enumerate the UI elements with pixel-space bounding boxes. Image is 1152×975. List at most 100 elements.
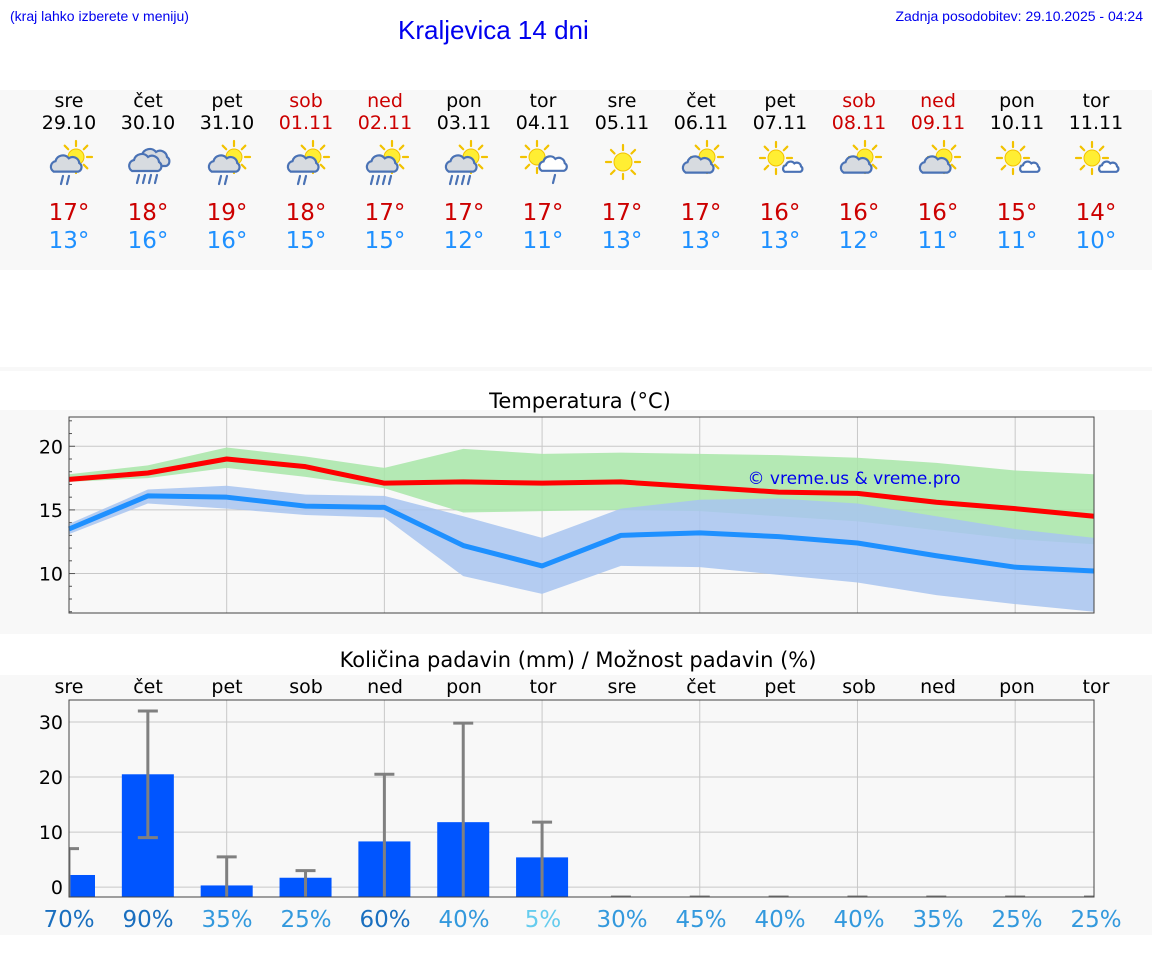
temp-max: 17° xyxy=(602,200,643,226)
day-date: 08.11 xyxy=(832,112,886,134)
temp-min: 13° xyxy=(602,228,643,254)
max-temp-line xyxy=(68,456,1095,519)
day-date: 06.11 xyxy=(674,112,728,134)
x-category-label: ned xyxy=(367,676,403,698)
chart-title: Temperatura (°C) xyxy=(488,389,671,413)
x-category-label: tor xyxy=(1083,676,1110,698)
temp-min: 16° xyxy=(128,228,169,254)
x-category-label: sre xyxy=(608,676,637,698)
y-tick-label: 20 xyxy=(39,436,63,458)
precip-probability: 45% xyxy=(675,907,726,933)
x-category-label: sob xyxy=(289,676,323,698)
temp-max: 18° xyxy=(128,200,169,226)
temp-max: 16° xyxy=(839,200,880,226)
temp-min: 12° xyxy=(839,228,880,254)
day-name: sob xyxy=(842,90,876,112)
day-name: pon xyxy=(999,90,1035,112)
temp-min: 12° xyxy=(444,228,485,254)
day-date: 04.11 xyxy=(516,112,570,134)
day-name: ned xyxy=(367,90,403,112)
y-tick-label: 10 xyxy=(39,822,63,844)
day-date: 07.11 xyxy=(753,112,807,134)
temp-min: 11° xyxy=(997,228,1038,254)
precip-probability: 25% xyxy=(991,907,1042,933)
y-tick-label: 20 xyxy=(39,767,63,789)
x-category-label: sre xyxy=(55,676,84,698)
day-name: čet xyxy=(133,90,163,112)
day-name: sob xyxy=(289,90,323,112)
sun-cloud-rain-icon xyxy=(365,139,410,186)
plot-frame xyxy=(68,416,1095,614)
day-name: pet xyxy=(764,90,795,112)
temp-max: 14° xyxy=(1076,200,1117,226)
day-date: 31.10 xyxy=(200,112,254,134)
sun-cloud-rain-icon xyxy=(444,139,489,186)
sun-cloud-icon xyxy=(839,139,883,175)
day-name: tor xyxy=(1083,90,1110,112)
temp-min: 13° xyxy=(760,228,801,254)
temp-max: 17° xyxy=(365,200,406,226)
temp-max: 17° xyxy=(523,200,564,226)
day-date: 05.11 xyxy=(595,112,649,134)
precip-probability: 40% xyxy=(754,907,805,933)
sun-cloud-icon xyxy=(681,139,725,175)
temp-min: 15° xyxy=(365,228,406,254)
sun-cloud-icon xyxy=(918,139,962,175)
min-temp-line xyxy=(68,493,1095,574)
cloud-heavy-rain-icon xyxy=(128,147,171,185)
bars-group xyxy=(69,709,1094,897)
x-category-label: pon xyxy=(446,676,482,698)
precip-probability: 70% xyxy=(43,907,94,933)
sun-cloud-drizzle-icon xyxy=(286,139,331,186)
precip-probability: 25% xyxy=(280,907,331,933)
location-hint: (kraj lahko izberete v meniju) xyxy=(10,8,189,24)
precip-probability: 35% xyxy=(201,907,252,933)
temp-max: 17° xyxy=(444,200,485,226)
day-date: 11.11 xyxy=(1069,112,1123,134)
x-category-label: čet xyxy=(133,676,163,698)
sun-cloud-drizzle-icon xyxy=(49,139,94,186)
page-title: Kraljevica 14 dni xyxy=(398,15,589,45)
day-name: ned xyxy=(920,90,956,112)
last-updated: Zadnja posodobitev: 29.10.2025 - 04:24 xyxy=(895,8,1143,24)
x-category-label: ned xyxy=(920,676,956,698)
temp-min: 13° xyxy=(49,228,90,254)
forecast-strip xyxy=(0,90,1152,270)
temp-min: 11° xyxy=(918,228,959,254)
chart-title: Količina padavin (mm) / Možnost padavin … xyxy=(340,648,817,672)
sun-small-cloud-icon xyxy=(758,140,804,176)
day-name: pon xyxy=(446,90,482,112)
precip-probability: 90% xyxy=(122,907,173,933)
day-date: 02.11 xyxy=(358,112,412,134)
sun-small-cloud-icon xyxy=(995,140,1041,176)
precip-probability: 5% xyxy=(525,907,562,933)
day-date: 29.10 xyxy=(42,112,96,134)
sun-cloud-light-rain-icon xyxy=(519,139,568,185)
precip-probability: 40% xyxy=(833,907,884,933)
precip-probability: 40% xyxy=(438,907,489,933)
temp-min: 15° xyxy=(286,228,327,254)
precip-bar xyxy=(69,874,95,897)
day-name: čet xyxy=(686,90,716,112)
temp-min: 13° xyxy=(681,228,722,254)
sun-cloud-drizzle-icon xyxy=(207,139,252,186)
sun-small-cloud-icon xyxy=(1074,140,1120,176)
temp-min: 10° xyxy=(1076,228,1117,254)
day-name: sre xyxy=(55,90,84,112)
temp-max: 16° xyxy=(918,200,959,226)
x-category-label: tor xyxy=(530,676,557,698)
temp-max: 15° xyxy=(997,200,1038,226)
y-tick-label: 15 xyxy=(39,500,63,522)
temp-max: 18° xyxy=(286,200,327,226)
y-tick-label: 30 xyxy=(39,712,63,734)
y-tick-label: 0 xyxy=(51,877,63,899)
sun-icon xyxy=(604,143,642,181)
day-date: 09.11 xyxy=(911,112,965,134)
x-category-label: čet xyxy=(686,676,716,698)
watermark: © vreme.us & vreme.pro xyxy=(747,469,960,489)
plot-frame xyxy=(68,699,1095,898)
precip-probability: 30% xyxy=(596,907,647,933)
precip-probability: 60% xyxy=(359,907,410,933)
day-date: 10.11 xyxy=(990,112,1044,134)
